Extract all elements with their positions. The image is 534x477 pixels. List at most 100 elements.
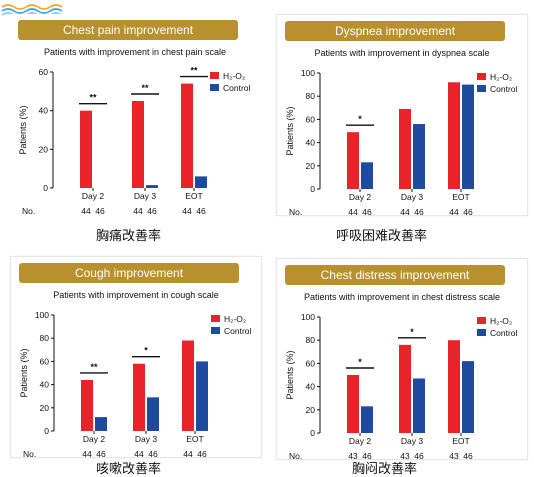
chart-plot: 0 20 40 60 80 100 Patients (%) * Day 2 43 46 * Day 3… xyxy=(285,312,518,461)
y-tick-label: 20 xyxy=(39,144,49,154)
bar-control xyxy=(462,361,474,433)
chart-subtitle: Patients with improvement in dyspnea sca… xyxy=(314,48,490,58)
n-value: 46 xyxy=(414,207,424,217)
n-row-label: No. xyxy=(289,207,302,217)
bar-h2o2 xyxy=(347,375,359,433)
n-value: 44 xyxy=(400,207,410,217)
n-value: 46 xyxy=(362,451,372,461)
x-category-label: Day 2 xyxy=(82,191,104,201)
legend-swatch xyxy=(477,73,486,80)
bar-h2o2 xyxy=(448,82,460,189)
legend-label: Control xyxy=(224,326,252,336)
x-category-label: Day 2 xyxy=(349,192,371,202)
legend-swatch xyxy=(211,315,220,322)
x-category-label: Day 3 xyxy=(401,192,423,202)
bar-control xyxy=(361,406,373,433)
bar-control xyxy=(146,185,158,188)
legend-label: H₂-O₂ xyxy=(224,314,246,324)
chart-plot: 0 20 40 60 Patients (%) ** Day 2 44 46 ** Day 3 44 4… xyxy=(18,66,251,216)
x-category-label: Day 3 xyxy=(134,191,156,201)
chart-title-banner: Dyspnea improvement xyxy=(285,21,505,41)
significance-label: * xyxy=(358,114,362,124)
chart-plot: 0 20 40 60 80 100 Patients (%) * Day 2 44 46 Day 3 4… xyxy=(285,68,518,217)
y-tick-label: 100 xyxy=(301,312,315,322)
legend-label: H₂-O₂ xyxy=(490,72,512,82)
x-category-label: Day 2 xyxy=(349,436,371,446)
n-value: 44 xyxy=(449,207,459,217)
bar-h2o2 xyxy=(81,379,93,431)
n-value: 46 xyxy=(95,206,105,216)
significance-label: * xyxy=(358,357,362,367)
n-row-label: No. xyxy=(289,451,302,461)
y-tick-label: 0 xyxy=(44,426,49,436)
n-value: 44 xyxy=(82,449,92,459)
significance-label: ** xyxy=(141,83,149,93)
y-tick-label: 60 xyxy=(40,356,50,366)
chart-panel-cough: Cough improvement Patients with improvem… xyxy=(10,256,262,459)
chart-subtitle: Patients with improvement in chest pain … xyxy=(43,47,227,57)
n-value: 43 xyxy=(400,451,410,461)
chart-caption-chest-pain: 胸痛改善率 xyxy=(96,229,162,244)
n-value: 43 xyxy=(449,451,459,461)
bar-control xyxy=(413,124,425,189)
n-value: 46 xyxy=(96,449,106,459)
legend-swatch xyxy=(477,85,486,92)
legend-swatch xyxy=(210,72,219,79)
y-axis-label: Patients (%) xyxy=(18,105,28,154)
significance-label: * xyxy=(144,346,148,356)
y-tick-label: 20 xyxy=(306,405,316,415)
x-category-label: EOT xyxy=(186,434,203,444)
legend-swatch xyxy=(210,84,219,91)
n-value: 44 xyxy=(182,206,192,216)
n-value: 46 xyxy=(148,449,158,459)
chart-title-banner: Chest pain improvement xyxy=(18,20,238,40)
n-row-label: No. xyxy=(22,206,35,216)
y-tick-label: 40 xyxy=(39,106,49,116)
bar-h2o2 xyxy=(181,83,193,188)
legend-label: H₂-O₂ xyxy=(223,71,245,81)
y-tick-label: 40 xyxy=(306,138,316,148)
y-tick-label: 40 xyxy=(40,380,50,390)
significance-label: * xyxy=(410,327,414,337)
y-tick-label: 60 xyxy=(39,67,49,77)
legend-swatch xyxy=(477,329,486,336)
n-value: 46 xyxy=(463,451,473,461)
significance-label: ** xyxy=(190,66,198,76)
bar-control xyxy=(361,162,373,189)
y-tick-label: 80 xyxy=(306,335,316,345)
x-category-label: Day 2 xyxy=(83,434,105,444)
chart-subtitle: Patients with improvement in chest distr… xyxy=(303,292,501,302)
legend-label: Control xyxy=(490,84,518,94)
y-tick-label: 0 xyxy=(310,428,315,438)
chart-caption-dyspnea: 呼吸困难改善率 xyxy=(336,229,428,244)
bar-control xyxy=(195,176,207,188)
significance-label: ** xyxy=(89,93,97,103)
chart-panel-dyspnea: Dyspnea improvement Patients with improv… xyxy=(276,14,528,217)
y-tick-label: 40 xyxy=(306,382,316,392)
bar-control xyxy=(413,378,425,433)
legend-swatch xyxy=(477,317,486,324)
y-tick-label: 80 xyxy=(306,91,316,101)
n-value: 46 xyxy=(362,207,372,217)
x-category-label: Day 3 xyxy=(401,436,423,446)
n-row-label: No. xyxy=(23,449,36,459)
chart-plot: 0 20 40 60 80 100 Patients (%) ** Day 2 44 46 * Day … xyxy=(19,310,252,459)
y-tick-label: 0 xyxy=(43,183,48,193)
bar-h2o2 xyxy=(182,340,194,431)
bar-h2o2 xyxy=(132,101,144,188)
chart-panel-chest-pain: Chest pain improvement Patients with imp… xyxy=(10,14,260,216)
bar-h2o2 xyxy=(133,363,145,431)
x-category-label: EOT xyxy=(452,192,469,202)
bar-h2o2 xyxy=(399,344,411,433)
y-tick-label: 0 xyxy=(310,184,315,194)
bar-h2o2 xyxy=(399,108,411,189)
x-category-label: EOT xyxy=(452,436,469,446)
n-value: 44 xyxy=(348,207,358,217)
chart-title-banner: Chest distress improvement xyxy=(285,265,505,285)
bar-control xyxy=(95,417,107,431)
legend-label: Control xyxy=(490,328,518,338)
bar-control xyxy=(462,84,474,189)
bar-h2o2 xyxy=(347,132,359,189)
n-value: 44 xyxy=(134,449,144,459)
legend-swatch xyxy=(211,327,220,334)
